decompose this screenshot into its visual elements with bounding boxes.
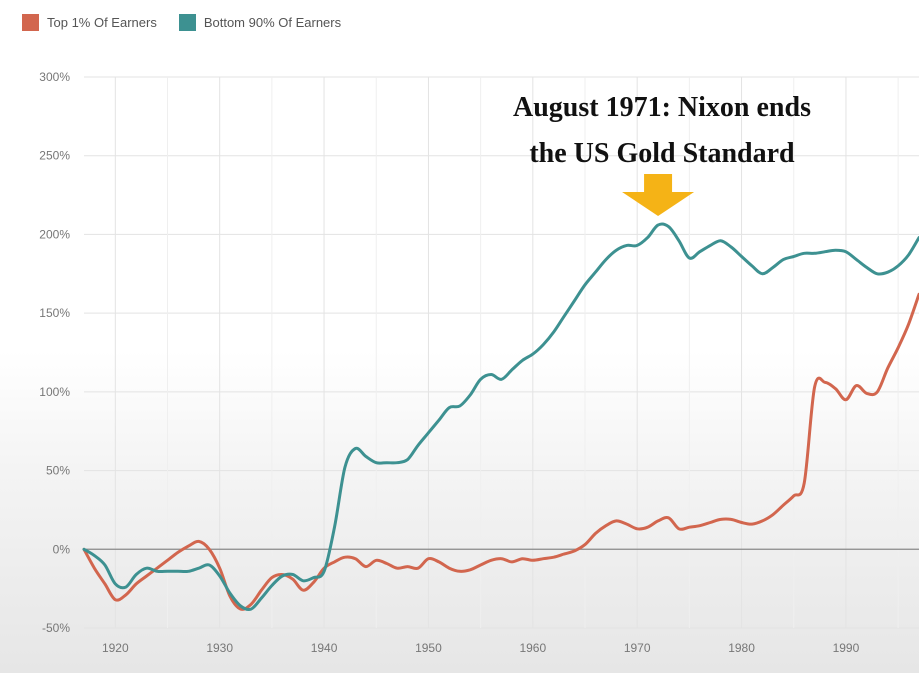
chart-series <box>82 222 919 612</box>
x-tick-label: 1960 <box>519 641 546 655</box>
y-tick-label: -50% <box>42 621 70 635</box>
x-axis-tick-labels: 1920 1930 1940 1950 1960 1970 1980 1990 <box>102 641 860 655</box>
annotation-arrow-icon <box>622 174 695 216</box>
y-tick-label: 200% <box>39 227 70 241</box>
legend-label-bottom-90: Bottom 90% Of Earners <box>203 15 342 30</box>
x-tick-label: 1920 <box>102 641 129 655</box>
x-tick-label: 1980 <box>728 641 755 655</box>
x-tick-label: 1970 <box>624 641 651 655</box>
legend-item-bottom-90[interactable]: Bottom 90% Of Earners <box>178 14 342 31</box>
legend-swatch-bottom-90 <box>178 14 196 31</box>
legend-label-top-1: Top 1% Of Earners <box>47 15 157 30</box>
series-line-bottom-90 <box>82 222 919 612</box>
nixon-annotation: August 1971: Nixon ends the US Gold Stan… <box>513 92 811 216</box>
chart-grid <box>84 76 919 629</box>
x-tick-label: 1990 <box>833 641 860 655</box>
x-tick-label: 1930 <box>206 641 233 655</box>
series-line-top-1 <box>82 292 919 611</box>
y-tick-label: 0% <box>53 542 71 556</box>
y-tick-label: 100% <box>39 385 70 399</box>
x-tick-label: 1950 <box>415 641 442 655</box>
y-tick-label: 250% <box>39 149 70 163</box>
annotation-line-2: the US Gold Standard <box>529 138 795 169</box>
legend-item-top-1[interactable]: Top 1% Of Earners <box>22 14 157 31</box>
legend-swatch-top-1 <box>22 14 39 31</box>
y-tick-label: 50% <box>46 464 70 478</box>
annotation-line-1: August 1971: Nixon ends <box>513 92 811 123</box>
y-axis-tick-labels: -50% 0% 50% 100% 150% 200% 250% 300% <box>39 70 70 635</box>
y-tick-label: 300% <box>39 70 70 84</box>
y-tick-label: 150% <box>39 306 70 320</box>
chart-legend: Top 1% Of Earners Bottom 90% Of Earners <box>22 14 341 31</box>
x-tick-label: 1940 <box>311 641 338 655</box>
